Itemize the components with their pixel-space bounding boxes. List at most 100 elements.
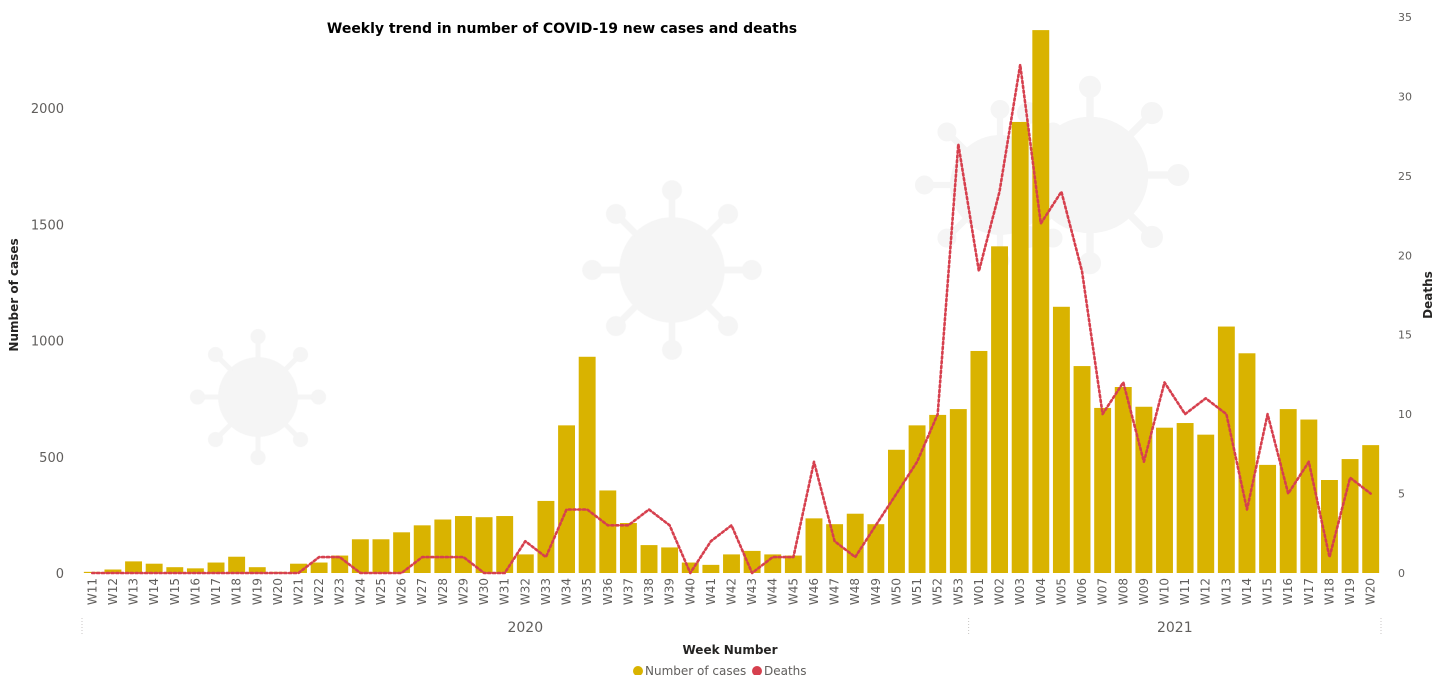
cases-bar-w42-31 bbox=[723, 554, 740, 573]
x-tick-label: W52 bbox=[931, 578, 945, 605]
cases-bar-w38-27 bbox=[640, 545, 658, 573]
cases-bar-w24-13 bbox=[351, 539, 369, 573]
x-tick-label: W06 bbox=[1075, 578, 1089, 605]
cases-bar-w34-23 bbox=[558, 425, 576, 573]
x-tick-label: W12 bbox=[106, 578, 120, 605]
legend-swatch-deaths bbox=[752, 666, 762, 675]
x-axis-week-labels: W11 W12 W13 W14 W15 W16 W17 W18 W19 W20 W21 W22 W23 W… bbox=[85, 578, 1377, 605]
x-tick-label: W43 bbox=[745, 578, 759, 605]
legend: Number of cases Deaths bbox=[633, 664, 807, 675]
x-tick-label: W08 bbox=[1116, 578, 1130, 605]
cases-bar-w48-37 bbox=[846, 513, 864, 573]
x-tick-label: W46 bbox=[807, 578, 821, 605]
cases-bar-w19-8 bbox=[248, 567, 266, 573]
x-tick-label: W35 bbox=[580, 578, 594, 605]
cases-bar-w12-54 bbox=[1197, 434, 1215, 573]
deaths-line-path bbox=[91, 63, 1372, 575]
cases-bar-w28-17 bbox=[434, 519, 452, 573]
cases-bar-w32-21 bbox=[516, 554, 534, 573]
y-right-tick-label: 10 bbox=[1398, 408, 1412, 421]
virus-watermark-icon bbox=[583, 181, 762, 360]
cases-bar-w37-26 bbox=[619, 523, 637, 573]
x-tick-label: W17 bbox=[1302, 578, 1316, 605]
x-tick-label: W15 bbox=[168, 578, 182, 605]
cases-bar-w13-55 bbox=[1217, 326, 1235, 573]
x-tick-label: W14 bbox=[1240, 578, 1254, 605]
x-tick-label: W28 bbox=[436, 578, 450, 605]
x-tick-label: W42 bbox=[725, 578, 739, 605]
cases-bar-w15-4 bbox=[166, 567, 184, 573]
cases-bar-w18-7 bbox=[228, 556, 246, 573]
cases-bar-w06-48 bbox=[1073, 366, 1091, 573]
cases-bar-w30-19 bbox=[475, 517, 493, 573]
y-left-tick-label: 500 bbox=[39, 451, 64, 466]
x-tick-label: W34 bbox=[560, 578, 574, 605]
cases-bar-w02-44 bbox=[991, 246, 1009, 573]
cases-bar-w29-18 bbox=[454, 516, 472, 573]
x-tick-label: W07 bbox=[1096, 578, 1110, 605]
cases-bar-w18-60 bbox=[1320, 480, 1338, 573]
x-tick-label: W37 bbox=[621, 578, 635, 605]
x-tick-label: W31 bbox=[498, 578, 512, 605]
y-axis-left: 0 500 1000 1500 2000 bbox=[31, 102, 64, 582]
x-tick-label: W49 bbox=[869, 578, 883, 605]
x-tick-label: W51 bbox=[910, 578, 924, 605]
cases-bar-w19-61 bbox=[1341, 459, 1359, 573]
cases-bar-w50-39 bbox=[887, 449, 905, 573]
cases-bar-w17-59 bbox=[1300, 419, 1318, 573]
x-tick-label: W18 bbox=[230, 578, 244, 605]
x-tick-label: W20 bbox=[271, 578, 285, 605]
cases-bars bbox=[83, 30, 1380, 574]
y-axis-left-title: Number of cases bbox=[7, 238, 21, 351]
y-left-tick-label: 0 bbox=[56, 567, 64, 582]
x-tick-label: W18 bbox=[1323, 578, 1337, 605]
x-tick-label: W16 bbox=[188, 578, 202, 605]
y-axis-right: 0 5 10 15 20 25 30 35 bbox=[1398, 11, 1412, 580]
cases-bar-w41-30 bbox=[702, 564, 720, 573]
cases-bar-w39-28 bbox=[661, 547, 679, 573]
x-tick-label: W09 bbox=[1137, 578, 1151, 605]
cases-bar-w35-24 bbox=[578, 356, 596, 573]
cases-bar-w46-35 bbox=[805, 518, 823, 573]
legend-label-deaths: Deaths bbox=[764, 664, 807, 675]
cases-bar-w11-53 bbox=[1176, 423, 1194, 573]
cases-bar-w53-42 bbox=[949, 409, 967, 573]
x-tick-label: W40 bbox=[683, 578, 697, 605]
x-tick-label: W24 bbox=[353, 578, 367, 605]
y-right-tick-label: 30 bbox=[1398, 90, 1412, 103]
x-tick-label: W44 bbox=[766, 578, 780, 605]
x-tick-label: W48 bbox=[848, 578, 862, 605]
x-tick-label: W19 bbox=[1343, 578, 1357, 605]
x-tick-label: W39 bbox=[663, 578, 677, 605]
x-tick-label: W50 bbox=[890, 578, 904, 605]
year-group-label: 2020 bbox=[507, 620, 543, 636]
x-tick-label: W27 bbox=[415, 578, 429, 605]
x-tick-label: W14 bbox=[147, 578, 161, 605]
x-axis-title: Week Number bbox=[683, 643, 778, 657]
cases-bar-w26-15 bbox=[393, 532, 411, 573]
x-tick-label: W26 bbox=[395, 578, 409, 605]
x-tick-label: W47 bbox=[828, 578, 842, 605]
x-tick-label: W01 bbox=[972, 578, 986, 605]
x-tick-label: W13 bbox=[1219, 578, 1233, 605]
x-tick-label: W11 bbox=[1178, 578, 1192, 605]
cases-bar-w12-1 bbox=[104, 569, 122, 573]
x-tick-label: W53 bbox=[951, 578, 965, 605]
year-group-label: 2021 bbox=[1157, 620, 1193, 636]
x-axis-year-groups: 2020 2021 bbox=[81, 618, 1382, 636]
x-tick-label: W19 bbox=[250, 578, 264, 605]
cases-bar-w17-6 bbox=[207, 562, 225, 573]
x-tick-label: W04 bbox=[1034, 578, 1048, 605]
cases-bar-w14-56 bbox=[1238, 353, 1256, 573]
cases-bar-w20-62 bbox=[1362, 445, 1380, 573]
y-right-tick-label: 35 bbox=[1398, 11, 1412, 24]
x-tick-label: W30 bbox=[477, 578, 491, 605]
x-tick-label: W29 bbox=[457, 578, 471, 605]
x-tick-label: W16 bbox=[1281, 578, 1295, 605]
cases-bar-w23-12 bbox=[331, 555, 349, 573]
x-tick-label: W20 bbox=[1364, 578, 1378, 605]
cases-bar-w08-50 bbox=[1114, 387, 1132, 573]
x-tick-label: W11 bbox=[85, 578, 99, 605]
cases-bar-w15-57 bbox=[1259, 464, 1277, 573]
